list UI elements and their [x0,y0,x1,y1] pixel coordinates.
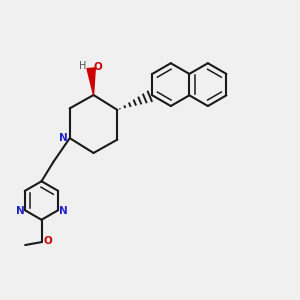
Text: H: H [79,61,86,71]
Polygon shape [87,68,95,95]
Text: N: N [59,133,68,142]
Text: O: O [93,62,102,72]
Text: O: O [44,236,52,247]
Text: N: N [16,206,25,216]
Text: N: N [58,206,67,216]
